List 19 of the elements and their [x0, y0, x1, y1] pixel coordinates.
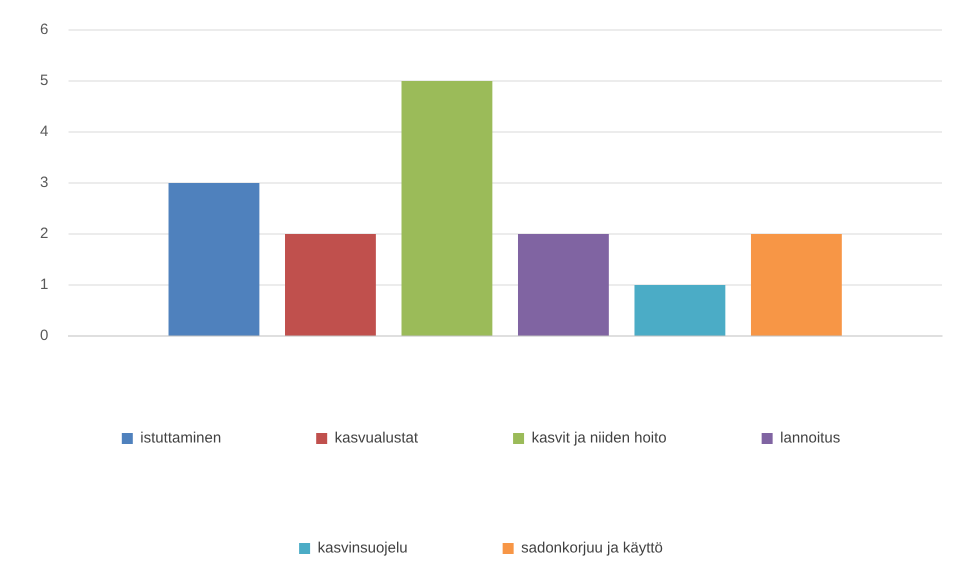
y-tick-label: 4	[40, 123, 48, 140]
y-tick-label: 3	[40, 174, 48, 192]
bar	[285, 234, 376, 336]
bar	[401, 81, 492, 336]
y-tick-label: 6	[40, 21, 48, 38]
legend-label: kasvualustat	[334, 430, 419, 447]
bar	[168, 183, 260, 336]
bar	[518, 234, 609, 336]
y-tick-label: 0	[40, 327, 48, 344]
y-tick-label: 2	[40, 225, 48, 242]
y-tick-label: 1	[40, 276, 48, 294]
legend-label: kasvinsuojelu	[318, 540, 408, 557]
legend-label: kasvit ja niiden hoito	[532, 430, 667, 447]
legend-label: lannoitus	[780, 430, 840, 447]
y-tick-label: 5	[40, 72, 48, 90]
bar	[750, 234, 842, 336]
bar	[634, 285, 726, 336]
legend-label: sadonkorjuu ja käyttö	[521, 540, 663, 557]
legend-label: istuttaminen	[140, 430, 222, 447]
